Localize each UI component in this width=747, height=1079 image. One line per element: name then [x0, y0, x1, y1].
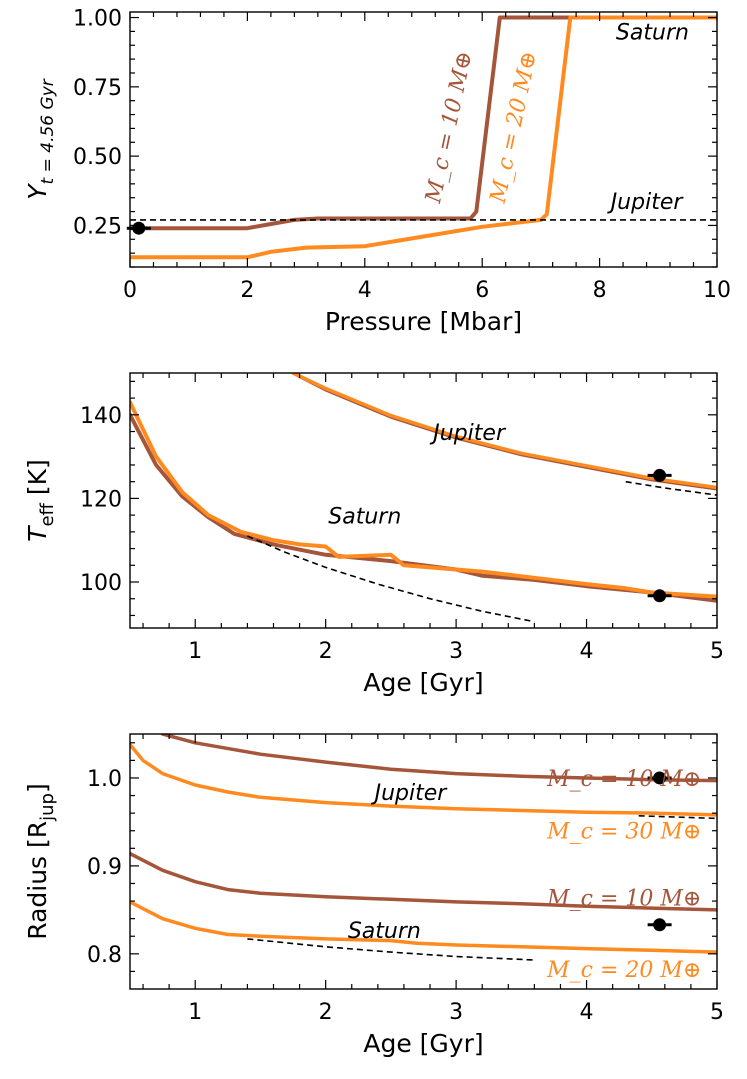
- x-axis-label: Age [Gyr]: [363, 1029, 483, 1058]
- core-mass-label: M_c = 30 M⊕: [546, 820, 701, 845]
- x-tick-label: 2: [319, 1000, 333, 1025]
- y-tick-label: 140: [80, 404, 122, 429]
- x-tick-label: 8: [593, 278, 607, 303]
- observed-point: [653, 918, 667, 932]
- core-mass-label: M_c = 20 M⊕: [546, 958, 701, 983]
- y-axis-label: Yt = 4.56 Gyr: [23, 78, 58, 199]
- plot-area: [130, 734, 717, 961]
- x-tick-label: 1: [188, 1000, 202, 1025]
- y-tick-label: 0.75: [73, 76, 122, 101]
- x-tick-label: 6: [475, 278, 489, 303]
- series-line-1: [130, 15, 717, 260]
- y-axis-label: Radius [Rjup]: [23, 783, 58, 940]
- x-tick-label: 2: [240, 278, 254, 303]
- annotation-saturn: Saturn: [348, 919, 421, 944]
- x-tick-label: 4: [580, 1000, 594, 1025]
- y-tick-label: 1.0: [87, 767, 122, 792]
- panel-radius: 1 2 3 4 5 0.8 0.9 1.0 Age [Gyr] Radius [Rjup] Jupi…: [23, 733, 724, 1058]
- reference-dashed-line: [638, 815, 717, 820]
- core-mass-label: M_c = 10 M⊕: [546, 887, 701, 912]
- observed-point: [653, 589, 667, 603]
- panel-effective-temperature: 1 2 3 4 5 100 120 140 Age [Gyr] Teff [K] Jupiter Sa…: [23, 372, 724, 697]
- series-line-0: [130, 15, 717, 231]
- x-tick-label: 0: [123, 278, 137, 303]
- annotation-jupiter: Jupiter: [607, 190, 685, 215]
- series-line-1: [130, 742, 717, 817]
- y-tick-label: 0.8: [87, 943, 122, 968]
- series-line-3: [130, 851, 717, 912]
- reference-dashed-line: [247, 938, 535, 961]
- annotation-saturn: Saturn: [616, 21, 689, 46]
- axes-frame: [129, 733, 718, 990]
- y-tick-label: 0.9: [87, 855, 122, 880]
- x-tick-label: 2: [319, 639, 333, 664]
- series-line-4: [130, 900, 717, 954]
- reference-dashed-line: [625, 480, 717, 496]
- y-tick-label: 0.50: [73, 145, 122, 170]
- axes-frame: [129, 372, 718, 629]
- series-line-4: [130, 400, 717, 599]
- core-mass-label: M_c = 10 M⊕: [546, 767, 701, 792]
- panel-helium-profile: 0 2 4 6 8 10 0.25 0.50 0.75 1.00 Pressure [Mbar] Yt…: [23, 7, 731, 336]
- x-tick-label: 4: [580, 639, 594, 664]
- annotation-saturn: Saturn: [328, 504, 401, 529]
- y-tick-label: 120: [80, 487, 122, 512]
- annotation-jupiter: Jupiter: [371, 781, 449, 806]
- y-tick-label: 0.25: [73, 214, 122, 239]
- plot-area: [130, 15, 717, 260]
- x-axis-label: Age [Gyr]: [363, 668, 483, 697]
- x-tick-label: 10: [703, 278, 731, 303]
- x-tick-label: 5: [710, 639, 724, 664]
- x-axis-label: Pressure [Mbar]: [325, 307, 522, 336]
- plot-area: [130, 373, 717, 623]
- axes-frame: [129, 11, 718, 268]
- x-tick-label: 5: [710, 1000, 724, 1025]
- core-mass-label: M_c = 10 M⊕: [421, 49, 478, 206]
- y-tick-label: 1.00: [73, 7, 122, 32]
- reference-dashed-line: [247, 535, 535, 623]
- observed-point: [653, 468, 667, 482]
- x-tick-label: 3: [449, 1000, 463, 1025]
- x-tick-label: 1: [188, 639, 202, 664]
- observed-point: [653, 771, 667, 785]
- annotation-jupiter: Jupiter: [429, 421, 507, 446]
- series-line-0: [291, 373, 717, 491]
- series-line-3: [130, 412, 717, 603]
- series-line-0: [160, 734, 717, 783]
- x-tick-label: 4: [358, 278, 372, 303]
- x-tick-label: 3: [449, 639, 463, 664]
- series-line-1: [291, 373, 717, 490]
- y-tick-label: 100: [80, 571, 122, 596]
- y-axis-label: Teff [K]: [23, 459, 58, 542]
- observed-point: [132, 221, 146, 235]
